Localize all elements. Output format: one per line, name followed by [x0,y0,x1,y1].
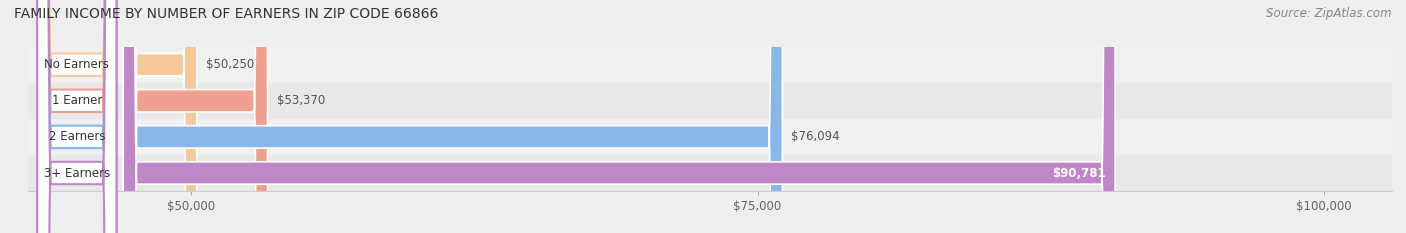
Text: $76,094: $76,094 [792,130,839,143]
Text: 2 Earners: 2 Earners [49,130,105,143]
Bar [28,83,1392,119]
Text: $90,781: $90,781 [1053,167,1107,179]
FancyBboxPatch shape [37,0,117,233]
Text: 1 Earner: 1 Earner [52,94,103,107]
Bar [28,47,1392,83]
Bar [28,119,1392,155]
FancyBboxPatch shape [124,0,1115,233]
Text: $53,370: $53,370 [277,94,325,107]
FancyBboxPatch shape [37,0,117,233]
FancyBboxPatch shape [124,0,197,233]
Text: $50,250: $50,250 [205,58,254,71]
Text: 3+ Earners: 3+ Earners [44,167,110,179]
FancyBboxPatch shape [124,0,267,233]
FancyBboxPatch shape [37,0,117,233]
FancyBboxPatch shape [37,0,117,233]
FancyBboxPatch shape [124,0,782,233]
Text: Source: ZipAtlas.com: Source: ZipAtlas.com [1267,7,1392,20]
Text: FAMILY INCOME BY NUMBER OF EARNERS IN ZIP CODE 66866: FAMILY INCOME BY NUMBER OF EARNERS IN ZI… [14,7,439,21]
Bar [28,155,1392,191]
Text: No Earners: No Earners [45,58,110,71]
